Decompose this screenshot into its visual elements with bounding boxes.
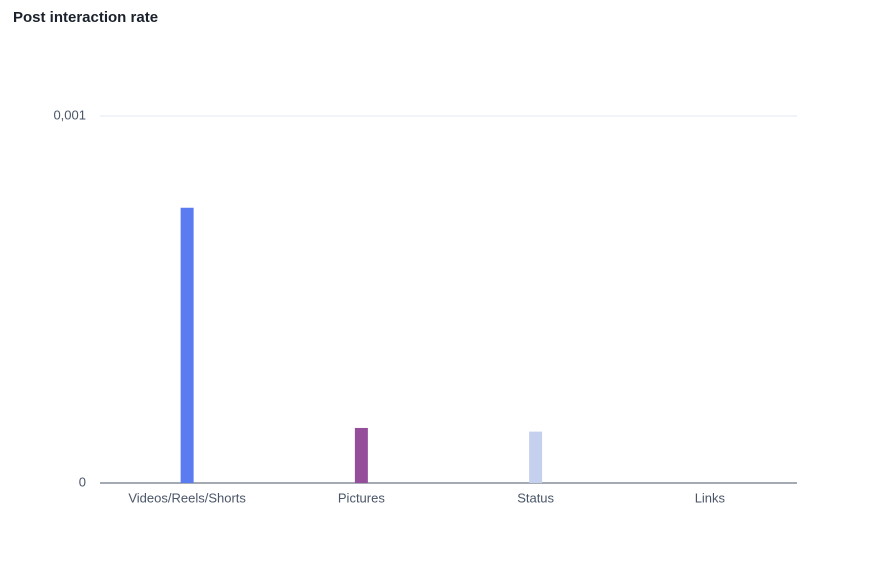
- x-tick-label: Status: [517, 490, 554, 505]
- y-tick-label: 0: [79, 474, 86, 489]
- y-tick-label: 0,001: [53, 107, 86, 122]
- bar: [354, 427, 368, 483]
- bar: [180, 207, 194, 483]
- x-tick-label: Links: [695, 490, 726, 505]
- x-tick-label: Pictures: [338, 490, 385, 505]
- bar: [529, 431, 543, 483]
- x-tick-label: Videos/Reels/Shorts: [128, 490, 246, 505]
- chart-title: Post interaction rate: [13, 9, 158, 26]
